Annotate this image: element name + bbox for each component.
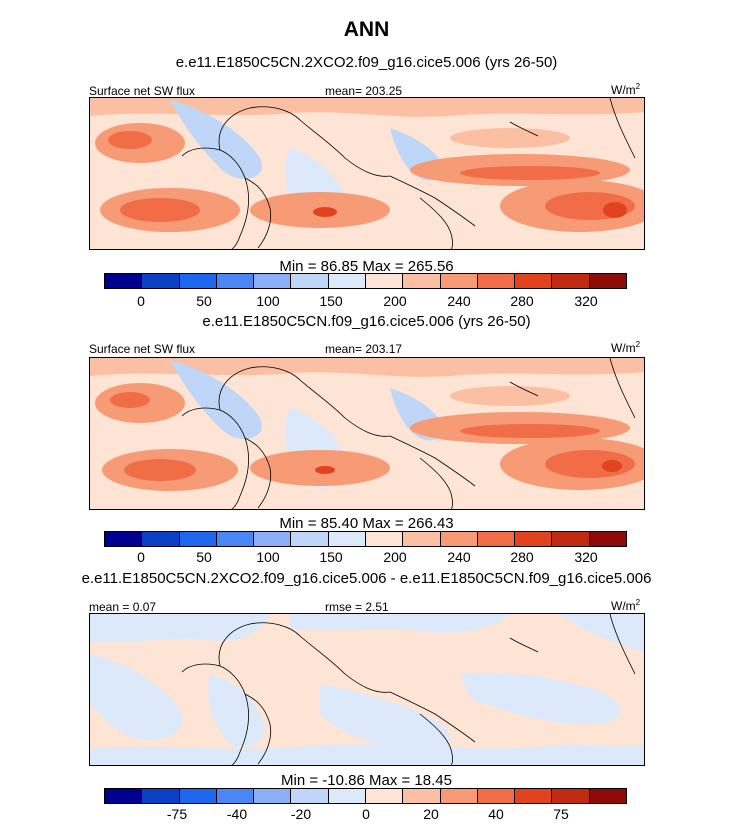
colorbar-swatch <box>142 789 180 803</box>
colorbar-swatch <box>403 274 441 288</box>
panel-3-tick: 0 <box>362 806 370 822</box>
colorbar-swatch <box>328 274 366 288</box>
colorbar-swatch <box>440 789 478 803</box>
panel-3-minmax: Min = -10.86 Max = 18.45 <box>281 772 452 789</box>
panel-2-minmax: Min = 85.40 Max = 266.43 <box>279 515 454 532</box>
panel-1-tick: 150 <box>319 293 343 309</box>
panel-2-variable-label: Surface net SW flux <box>89 342 196 356</box>
panel-1-tick: 100 <box>256 293 280 309</box>
colorbar-swatch <box>403 532 441 546</box>
colorbar-swatch <box>515 532 553 546</box>
panel-1-colorbar-ticks: 0 50 100 150 200 240 280 320 <box>104 293 627 309</box>
colorbar-swatch <box>403 789 441 803</box>
panel-2-units: W/m2 <box>611 340 641 355</box>
panel-2-tick: 50 <box>196 549 212 565</box>
panel-3-tick: -40 <box>226 806 248 822</box>
colorbar-swatch <box>589 274 626 288</box>
colorbar-swatch <box>440 274 478 288</box>
panel-1-map <box>89 97 645 250</box>
panel-3-tick: 75 <box>553 806 569 822</box>
panel-3-tick: 20 <box>423 806 439 822</box>
panel-3-title: e.e11.E1850C5CN.2XCO2.f09_g16.cice5.006 … <box>81 570 652 587</box>
colorbar-swatch <box>365 789 404 803</box>
panel-1-variable-label: Surface net SW flux <box>89 84 196 98</box>
panel-3-colorbar <box>104 788 627 804</box>
colorbar-swatch <box>179 274 217 288</box>
colorbar-swatch <box>254 274 292 288</box>
panel-1-map-field <box>90 98 644 249</box>
colorbar-swatch <box>216 532 255 546</box>
panel-3-map-field <box>90 614 644 765</box>
panel-2-colorbar <box>104 531 627 547</box>
panel-2-tick: 100 <box>256 549 280 565</box>
colorbar-swatch <box>552 274 590 288</box>
colorbar-swatch <box>216 274 255 288</box>
colorbar-swatch <box>477 532 516 546</box>
panel-1-colorbar <box>104 273 627 289</box>
panel-3-colorbar-ticks: -75 -40 -20 0 20 40 75 <box>104 806 627 822</box>
colorbar-swatch <box>291 789 329 803</box>
panel-3-tick: -75 <box>166 806 188 822</box>
panel-1-tick: 280 <box>510 293 534 309</box>
colorbar-swatch <box>179 532 217 546</box>
colorbar-swatch <box>291 532 329 546</box>
colorbar-swatch <box>291 274 329 288</box>
colorbar-swatch <box>365 274 404 288</box>
panel-3-units: W/m2 <box>611 598 641 613</box>
panel-1-title: e.e11.E1850C5CN.2XCO2.f09_g16.cice5.006 … <box>175 54 558 71</box>
panel-2-map <box>89 357 645 510</box>
colorbar-swatch <box>440 532 478 546</box>
panel-1-tick: 50 <box>196 293 212 309</box>
colorbar-swatch <box>328 532 366 546</box>
panel-3-rmse-label: rmse = 2.51 <box>325 600 389 614</box>
colorbar-swatch <box>589 532 626 546</box>
panel-2-tick: 150 <box>319 549 343 565</box>
colorbar-swatch <box>105 532 143 546</box>
panel-2-tick: 240 <box>447 549 471 565</box>
colorbar-swatch <box>142 274 180 288</box>
panel-2-tick: 0 <box>137 549 145 565</box>
panel-2-colorbar-ticks: 0 50 100 150 200 240 280 320 <box>104 549 627 565</box>
panel-2-mean-label: mean= 203.17 <box>325 342 403 356</box>
colorbar-swatch <box>515 789 553 803</box>
colorbar-swatch <box>254 789 292 803</box>
panel-1-tick: 200 <box>383 293 407 309</box>
panel-1-tick: 240 <box>447 293 471 309</box>
colorbar-swatch <box>142 532 180 546</box>
main-title: ANN <box>343 18 390 41</box>
panel-1-minmax: Min = 86.85 Max = 265.56 <box>279 258 454 275</box>
colorbar-swatch <box>477 789 516 803</box>
panel-2-map-field <box>90 358 644 509</box>
panel-1-tick: 320 <box>574 293 598 309</box>
colorbar-swatch <box>328 789 366 803</box>
panel-3-tick: 40 <box>488 806 504 822</box>
panel-2-title: e.e11.E1850C5CN.f09_g16.cice5.006 (yrs 2… <box>202 313 531 330</box>
panel-1-units: W/m2 <box>611 82 641 97</box>
colorbar-swatch <box>179 789 217 803</box>
panel-1-mean-label: mean= 203.25 <box>325 84 403 98</box>
panel-2-tick: 200 <box>383 549 407 565</box>
colorbar-swatch <box>515 274 553 288</box>
panel-2-tick: 280 <box>510 549 534 565</box>
colorbar-swatch <box>254 532 292 546</box>
colorbar-swatch <box>105 789 143 803</box>
panel-3-mean-label: mean = 0.07 <box>89 600 157 614</box>
colorbar-swatch <box>365 532 404 546</box>
colorbar-swatch <box>477 274 516 288</box>
colorbar-swatch <box>216 789 255 803</box>
panel-1-tick: 0 <box>137 293 145 309</box>
panel-2-tick: 320 <box>574 549 598 565</box>
colorbar-swatch <box>552 532 590 546</box>
colorbar-swatch <box>589 789 626 803</box>
panel-3-map <box>89 613 645 766</box>
colorbar-swatch <box>552 789 590 803</box>
colorbar-swatch <box>105 274 143 288</box>
panel-3-tick: -20 <box>290 806 312 822</box>
